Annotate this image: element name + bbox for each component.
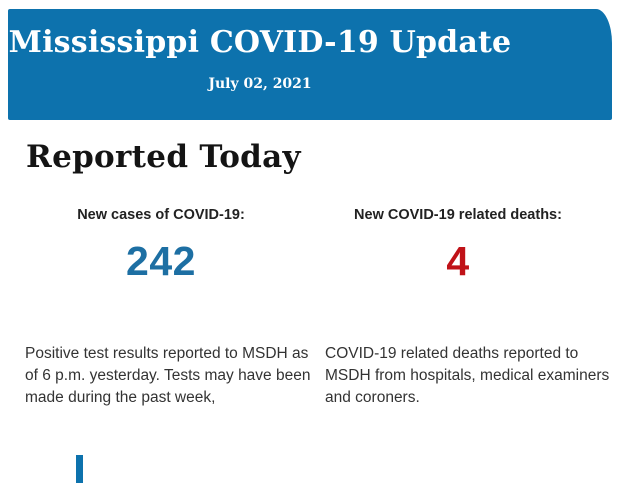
header-banner-content: Mississippi COVID-19 Update July 02, 202… xyxy=(8,9,512,93)
stat-new-deaths: New COVID-19 related deaths: 4 xyxy=(322,207,594,285)
new-deaths-value: 4 xyxy=(446,238,470,284)
stat-new-cases: New cases of COVID-19: 242 xyxy=(25,207,297,285)
new-cases-value: 242 xyxy=(126,238,196,284)
clipped-next-section-mark xyxy=(76,455,83,483)
header-banner: Mississippi COVID-19 Update July 02, 202… xyxy=(8,9,612,120)
new-deaths-label: New COVID-19 related deaths: xyxy=(354,207,562,223)
new-cases-description: Positive test results reported to MSDH a… xyxy=(25,345,311,406)
page-title: Mississippi COVID-19 Update xyxy=(8,25,512,60)
new-deaths-description: COVID-19 related deaths reported to MSDH… xyxy=(325,345,610,406)
report-date: July 02, 2021 xyxy=(208,76,312,92)
section-heading-reported-today: Reported Today xyxy=(26,139,301,175)
new-cases-label: New cases of COVID-19: xyxy=(77,207,245,223)
